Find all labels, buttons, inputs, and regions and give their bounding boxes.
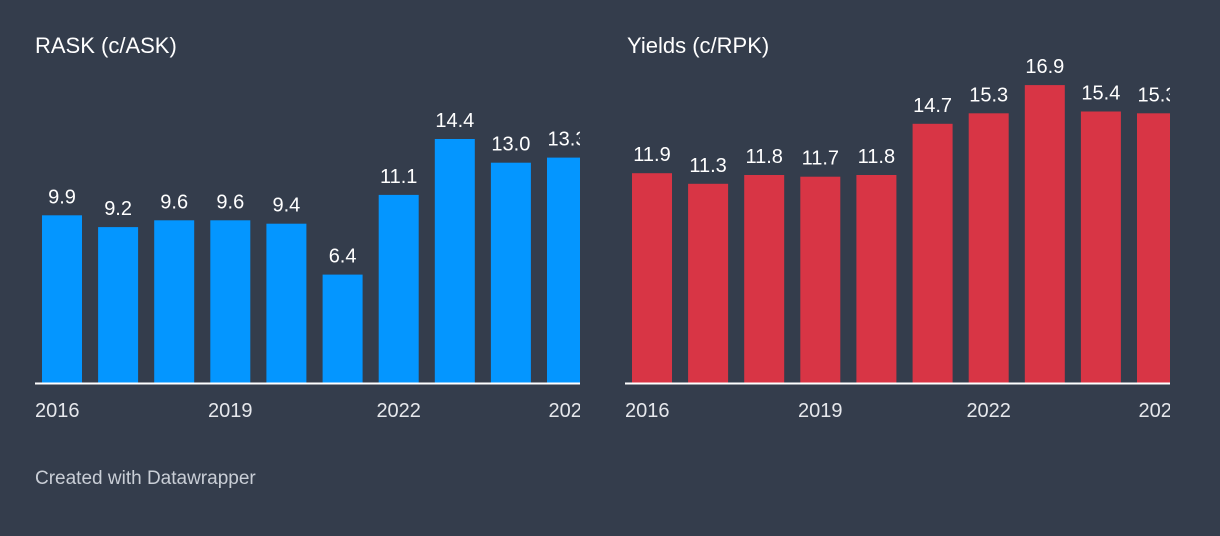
rask-bar-2022	[378, 194, 419, 383]
rask-value-label-2018: 9.6	[160, 191, 188, 213]
rask-bar-2017	[98, 227, 139, 383]
yields-chart-panel: Yields (c/RPK) 11.9 11.3 11.8 11.7 11.8 14.7 1…	[590, 0, 1170, 440]
rask-value-label-2021: 6.4	[329, 246, 357, 268]
yields-value-label-2020: 11.8	[858, 146, 895, 168]
rask-x-tick-2025: 2025	[549, 400, 581, 422]
yields-bar-2023	[1024, 85, 1065, 383]
rask-chart-title: RASK (c/ASK)	[35, 33, 177, 58]
rask-value-label-2017: 9.2	[104, 198, 132, 220]
yields-bar-2022	[968, 113, 1009, 384]
rask-chart-svg: 9.9 9.2 9.6 9.6 9.4 6.4 11.1 14.4 13.0 13.3 2016 20…	[35, 110, 581, 422]
rask-bar-2021	[322, 274, 363, 383]
yields-value-label-2023: 16.9	[1025, 56, 1064, 78]
yields-value-label-2017: 11.3	[689, 155, 726, 177]
rask-bar-2018	[154, 220, 195, 383]
footer-credit: Created with Datawrapper	[35, 468, 256, 489]
rask-bar-2023	[434, 139, 475, 383]
yields-x-tick-2016: 2016	[625, 400, 670, 422]
yields-bar-2018	[744, 175, 785, 383]
rask-value-label-2024: 13.0	[491, 134, 530, 156]
rask-value-label-2019: 9.6	[216, 191, 244, 213]
rask-x-tick-2022: 2022	[376, 400, 421, 422]
rask-bar-2016	[42, 215, 82, 384]
rask-bar-2024	[490, 162, 531, 383]
yields-bar-2024	[1080, 111, 1121, 383]
rask-chart-panel: RASK (c/ASK) 9.9 9.2 9.6 9.6 9.4 6.4 11.1 14.4 1…	[0, 0, 580, 440]
yields-bar-2025	[1137, 113, 1170, 384]
yields-value-label-2025: 15.3	[1138, 84, 1170, 106]
yields-x-tick-2019: 2019	[798, 400, 843, 422]
rask-value-label-2025: 13.3	[548, 129, 580, 151]
yields-bar-2019	[800, 176, 841, 383]
rask-value-label-2016: 9.9	[48, 186, 76, 208]
yields-bar-2016	[632, 173, 672, 383]
rask-x-tick-2016: 2016	[35, 400, 80, 422]
yields-chart-title: Yields (c/RPK)	[627, 33, 770, 58]
yields-bar-2017	[688, 183, 729, 383]
yields-value-label-2019: 11.7	[802, 148, 839, 170]
rask-value-label-2023: 14.4	[435, 110, 474, 132]
yields-value-label-2016: 11.9	[633, 144, 670, 166]
rask-value-label-2022: 11.1	[380, 166, 417, 188]
yields-x-tick-2025: 2025	[1139, 400, 1171, 422]
rask-x-tick-2019: 2019	[208, 400, 253, 422]
yields-x-tick-2022: 2022	[966, 400, 1011, 422]
yields-value-label-2022: 15.3	[969, 84, 1008, 106]
yields-value-label-2018: 11.8	[745, 146, 782, 168]
rask-bar-2020	[266, 223, 307, 383]
rask-bar-2025	[547, 157, 580, 383]
rask-bar-2019	[210, 220, 251, 383]
yields-value-label-2024: 15.4	[1081, 83, 1120, 105]
yields-chart-svg: 11.9 11.3 11.8 11.7 11.8 14.7 15.3 16.9 15.4 15.3…	[625, 56, 1171, 422]
rask-value-label-2020: 9.4	[272, 195, 300, 217]
yields-value-label-2021: 14.7	[913, 95, 952, 117]
yields-bar-2021	[912, 123, 953, 384]
yields-bar-2020	[856, 175, 897, 383]
